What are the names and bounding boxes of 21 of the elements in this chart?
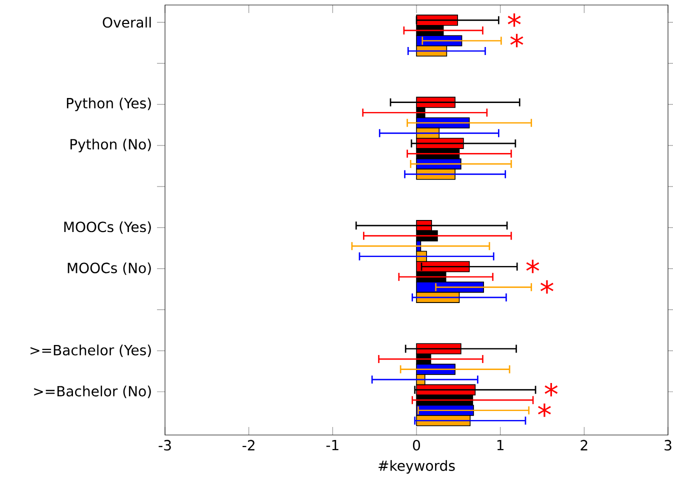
y-tick-label: Overall bbox=[102, 16, 151, 28]
y-tick-label: MOOCs (Yes) bbox=[64, 221, 151, 234]
y-tick-label: Python (No) bbox=[70, 138, 151, 152]
y-tick-label: >=Bachelor (No) bbox=[34, 386, 151, 398]
annotation: * bbox=[526, 260, 540, 274]
y-tick-label: MOOCs (No) bbox=[68, 262, 151, 275]
x-axis-title: #keywords bbox=[378, 460, 455, 474]
x-tick-label: -2 bbox=[242, 440, 254, 450]
x-tick-label: 1 bbox=[497, 440, 504, 450]
y-tick-label: Python (Yes) bbox=[66, 98, 151, 112]
x-tick-label: -3 bbox=[158, 440, 171, 451]
annotation: * bbox=[510, 34, 524, 48]
y-tick-label: >=Bachelor (Yes) bbox=[30, 344, 151, 358]
annotation: * bbox=[538, 403, 551, 417]
annotation: * bbox=[508, 13, 521, 27]
annotation: * bbox=[544, 382, 558, 396]
annotation: * bbox=[540, 280, 554, 294]
x-tick-label: -1 bbox=[326, 440, 338, 450]
x-tick-label: 3 bbox=[664, 440, 672, 451]
x-tick-label: 0 bbox=[412, 440, 420, 451]
x-tick-label: 2 bbox=[580, 440, 588, 450]
